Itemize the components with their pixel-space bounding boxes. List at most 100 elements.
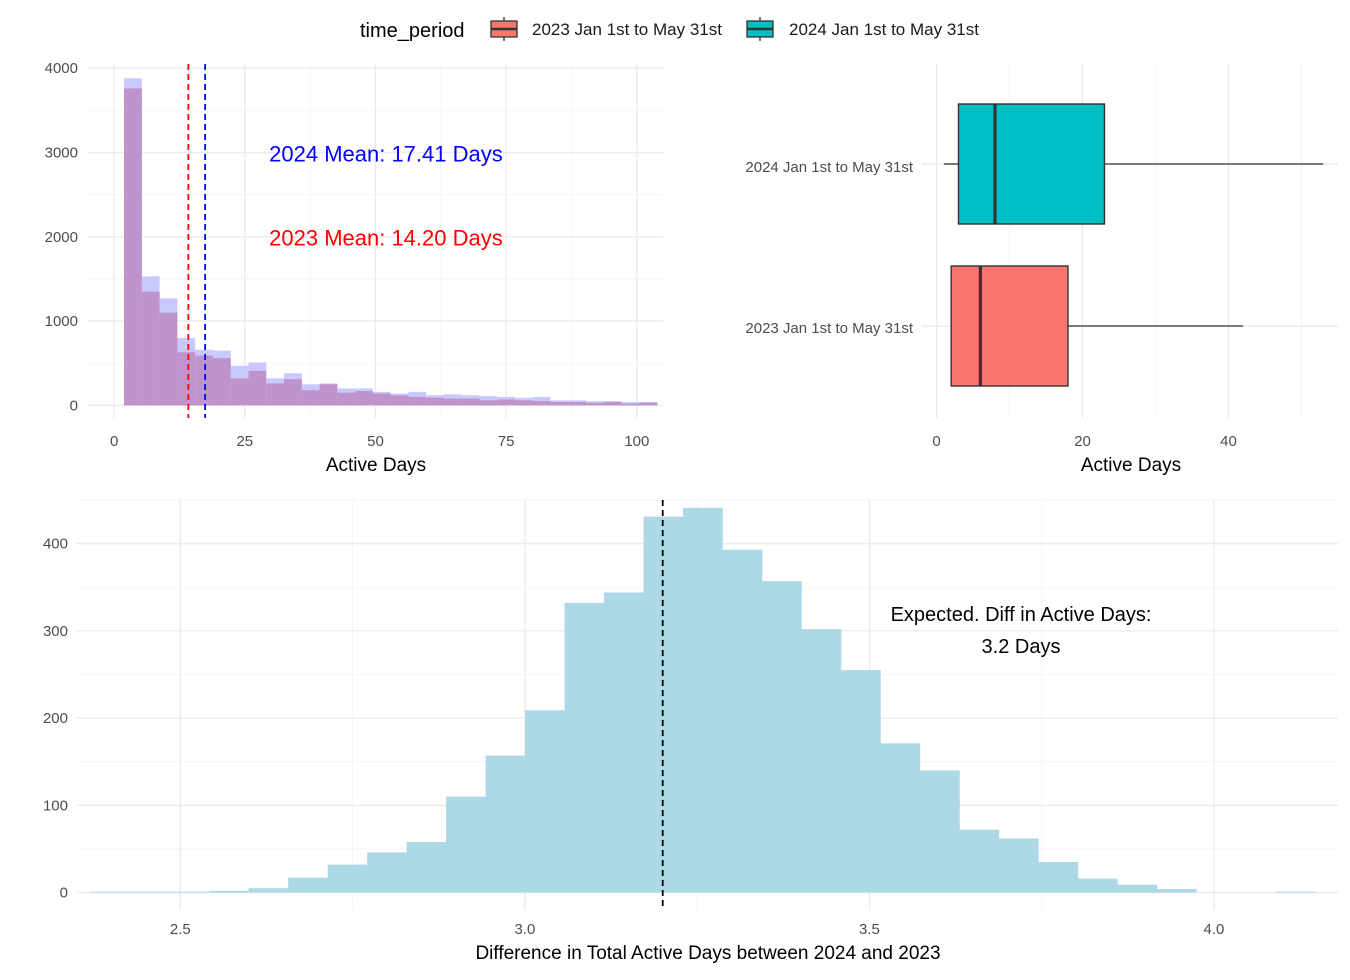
bar-2023 — [248, 370, 267, 406]
x-tick-label: 25 — [236, 433, 253, 450]
legend: time_period 2023 Jan 1st to May 31st 202… — [360, 17, 979, 42]
active-days-histogram: 2024 Mean: 17.41 Days 2023 Mean: 14.20 D… — [45, 60, 663, 476]
y-tick-label: 300 — [43, 623, 68, 640]
bar-2023 — [443, 398, 462, 406]
bar-2023 — [355, 391, 373, 406]
difference-bar — [998, 838, 1039, 893]
bar-2023 — [337, 392, 356, 406]
y-tick-label: 400 — [43, 536, 68, 553]
boxplot-x-tick-labels: 0 20 40 — [932, 433, 1236, 450]
bar-2023 — [177, 352, 196, 406]
y-tick-label: 0 — [60, 885, 68, 902]
difference-bar — [446, 796, 486, 893]
bar-2023 — [550, 401, 569, 406]
difference-bar — [959, 829, 1000, 893]
bar-2023 — [230, 378, 249, 406]
legend-label-2024: 2024 Jan 1st to May 31st — [789, 20, 979, 39]
difference-bar — [525, 710, 565, 893]
difference-bar — [762, 581, 802, 893]
difference-bar — [288, 877, 328, 893]
bar-2023 — [515, 400, 533, 406]
x-tick-label: 40 — [1220, 433, 1237, 450]
annotation-expected-diff: Expected. Diff in Active Days: — [891, 604, 1152, 626]
bar-2023 — [532, 401, 551, 406]
box — [957, 103, 1106, 225]
x-tick-label: 0 — [110, 433, 118, 450]
legend-label-2023: 2023 Jan 1st to May 31st — [532, 20, 722, 39]
difference-bar — [1038, 862, 1079, 893]
boxplot-boxes — [943, 103, 1324, 387]
active-days-boxplot: 2024 Jan 1st to May 31st 2023 Jan 1st to… — [745, 64, 1338, 476]
y-tick-label: 3000 — [45, 145, 78, 162]
bar-2023 — [390, 395, 409, 406]
difference-bar — [406, 841, 447, 893]
boxplot-category-label-2024: 2024 Jan 1st to May 31st — [745, 159, 913, 176]
bar-2023 — [284, 379, 302, 406]
difference-bar — [722, 549, 763, 893]
difference-bar — [130, 891, 171, 893]
difference-bar — [209, 890, 250, 893]
difference-bar — [683, 507, 723, 893]
x-tick-label: 20 — [1074, 433, 1091, 450]
legend-key-2023 — [490, 17, 518, 41]
difference-histogram: Expected. Diff in Active Days: 3.2 Days … — [43, 499, 1338, 964]
bar-2023 — [301, 390, 320, 406]
bar-2024 — [532, 396, 551, 406]
difference-bar — [604, 592, 644, 893]
boxplot-x-axis-title: Active Days — [1081, 455, 1181, 476]
difference-bar — [1275, 891, 1316, 893]
difference-bar — [801, 629, 842, 893]
difference-x-tick-labels: 2.5 3.0 3.5 4.0 — [170, 921, 1224, 938]
difference-x-axis-title: Difference in Total Active Days between … — [475, 943, 940, 964]
difference-bar — [367, 852, 407, 893]
difference-bar — [1156, 889, 1197, 893]
bar-2023 — [319, 384, 338, 406]
bar-2023 — [124, 88, 142, 406]
bar-2023 — [586, 402, 604, 406]
x-tick-label: 4.0 — [1204, 921, 1225, 938]
difference-bar — [840, 670, 881, 893]
difference-bar — [1077, 878, 1118, 893]
bar-2023 — [212, 358, 231, 406]
histogram-x-tick-labels: 0 25 50 75 100 — [110, 433, 649, 450]
bar-2023 — [408, 396, 427, 406]
difference-bar — [919, 770, 960, 893]
difference-bar — [485, 755, 526, 893]
x-tick-label: 50 — [367, 433, 384, 450]
legend-key-2024 — [746, 17, 774, 41]
bar-2023 — [568, 401, 587, 406]
x-tick-label: 0 — [932, 433, 940, 450]
difference-bars — [90, 507, 1316, 893]
y-tick-label: 100 — [43, 797, 68, 814]
histogram-gridlines — [88, 64, 663, 418]
bar-2023 — [621, 403, 640, 406]
bar-2023 — [372, 393, 391, 406]
y-tick-label: 200 — [43, 710, 68, 727]
bar-2023 — [461, 398, 480, 406]
annotation-2023-mean: 2023 Mean: 14.20 Days — [269, 226, 503, 251]
x-tick-label: 2.5 — [170, 921, 191, 938]
y-tick-label: 1000 — [45, 313, 78, 330]
boxplot-category-label-2023: 2023 Jan 1st to May 31st — [745, 320, 913, 337]
histogram-x-axis-title: Active Days — [326, 455, 426, 476]
x-tick-label: 100 — [624, 433, 649, 450]
bar-2023 — [497, 399, 516, 406]
mean-lines — [187, 64, 207, 418]
bar-2023 — [639, 402, 658, 406]
difference-bar — [90, 891, 131, 893]
difference-bar — [1117, 884, 1158, 893]
bar-2023 — [141, 291, 160, 406]
histogram-bars — [124, 78, 658, 406]
bar-2023 — [479, 400, 498, 406]
annotation-2024-mean: 2024 Mean: 17.41 Days — [269, 141, 503, 166]
bar-2023 — [603, 401, 622, 406]
difference-bar — [327, 864, 368, 893]
annotation-expected-diff-value: 3.2 Days — [982, 636, 1061, 658]
x-tick-label: 75 — [498, 433, 515, 450]
histogram-y-tick-labels: 0 1000 2000 3000 4000 — [45, 60, 78, 414]
x-tick-label: 3.0 — [514, 921, 535, 938]
x-tick-label: 3.5 — [859, 921, 880, 938]
bar-2023 — [266, 383, 285, 406]
